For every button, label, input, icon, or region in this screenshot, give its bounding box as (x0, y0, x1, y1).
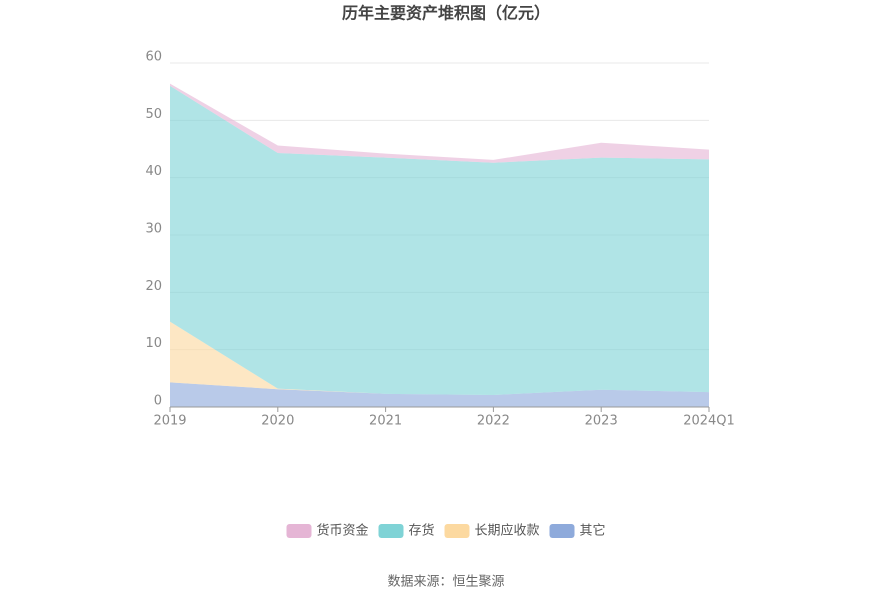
y-tick-label: 30 (145, 222, 162, 237)
area (170, 85, 709, 395)
y-tick-label: 10 (145, 336, 162, 351)
legend-label: 其它 (580, 523, 606, 539)
y-tick-label: 20 (145, 279, 162, 294)
y-tick-label: 40 (145, 164, 162, 179)
y-tick-label: 50 (145, 107, 162, 122)
y-tick-label: 60 (145, 50, 162, 65)
area (170, 382, 709, 407)
y-tick-label: 0 (154, 394, 162, 409)
x-tick-label: 2024Q1 (683, 414, 735, 429)
x-tick-label: 2021 (369, 414, 402, 429)
source-note: 数据来源：恒生聚源 (387, 575, 504, 590)
legend-swatch (549, 524, 575, 538)
x-tick-label: 2022 (477, 414, 510, 429)
x-tick-label: 2020 (261, 414, 294, 429)
legend-label: 长期应收款 (475, 523, 540, 539)
x-tick-label: 2023 (585, 414, 618, 429)
x-tick-label: 2019 (153, 414, 186, 429)
area (170, 83, 709, 163)
chart-title: 历年主要资产堆积图（亿元） (342, 4, 550, 23)
legend-label: 存货 (409, 523, 435, 539)
legend-swatch (286, 524, 312, 538)
legend-swatch (444, 524, 470, 538)
legend-label: 货币资金 (317, 523, 369, 539)
legend-swatch (378, 524, 404, 538)
